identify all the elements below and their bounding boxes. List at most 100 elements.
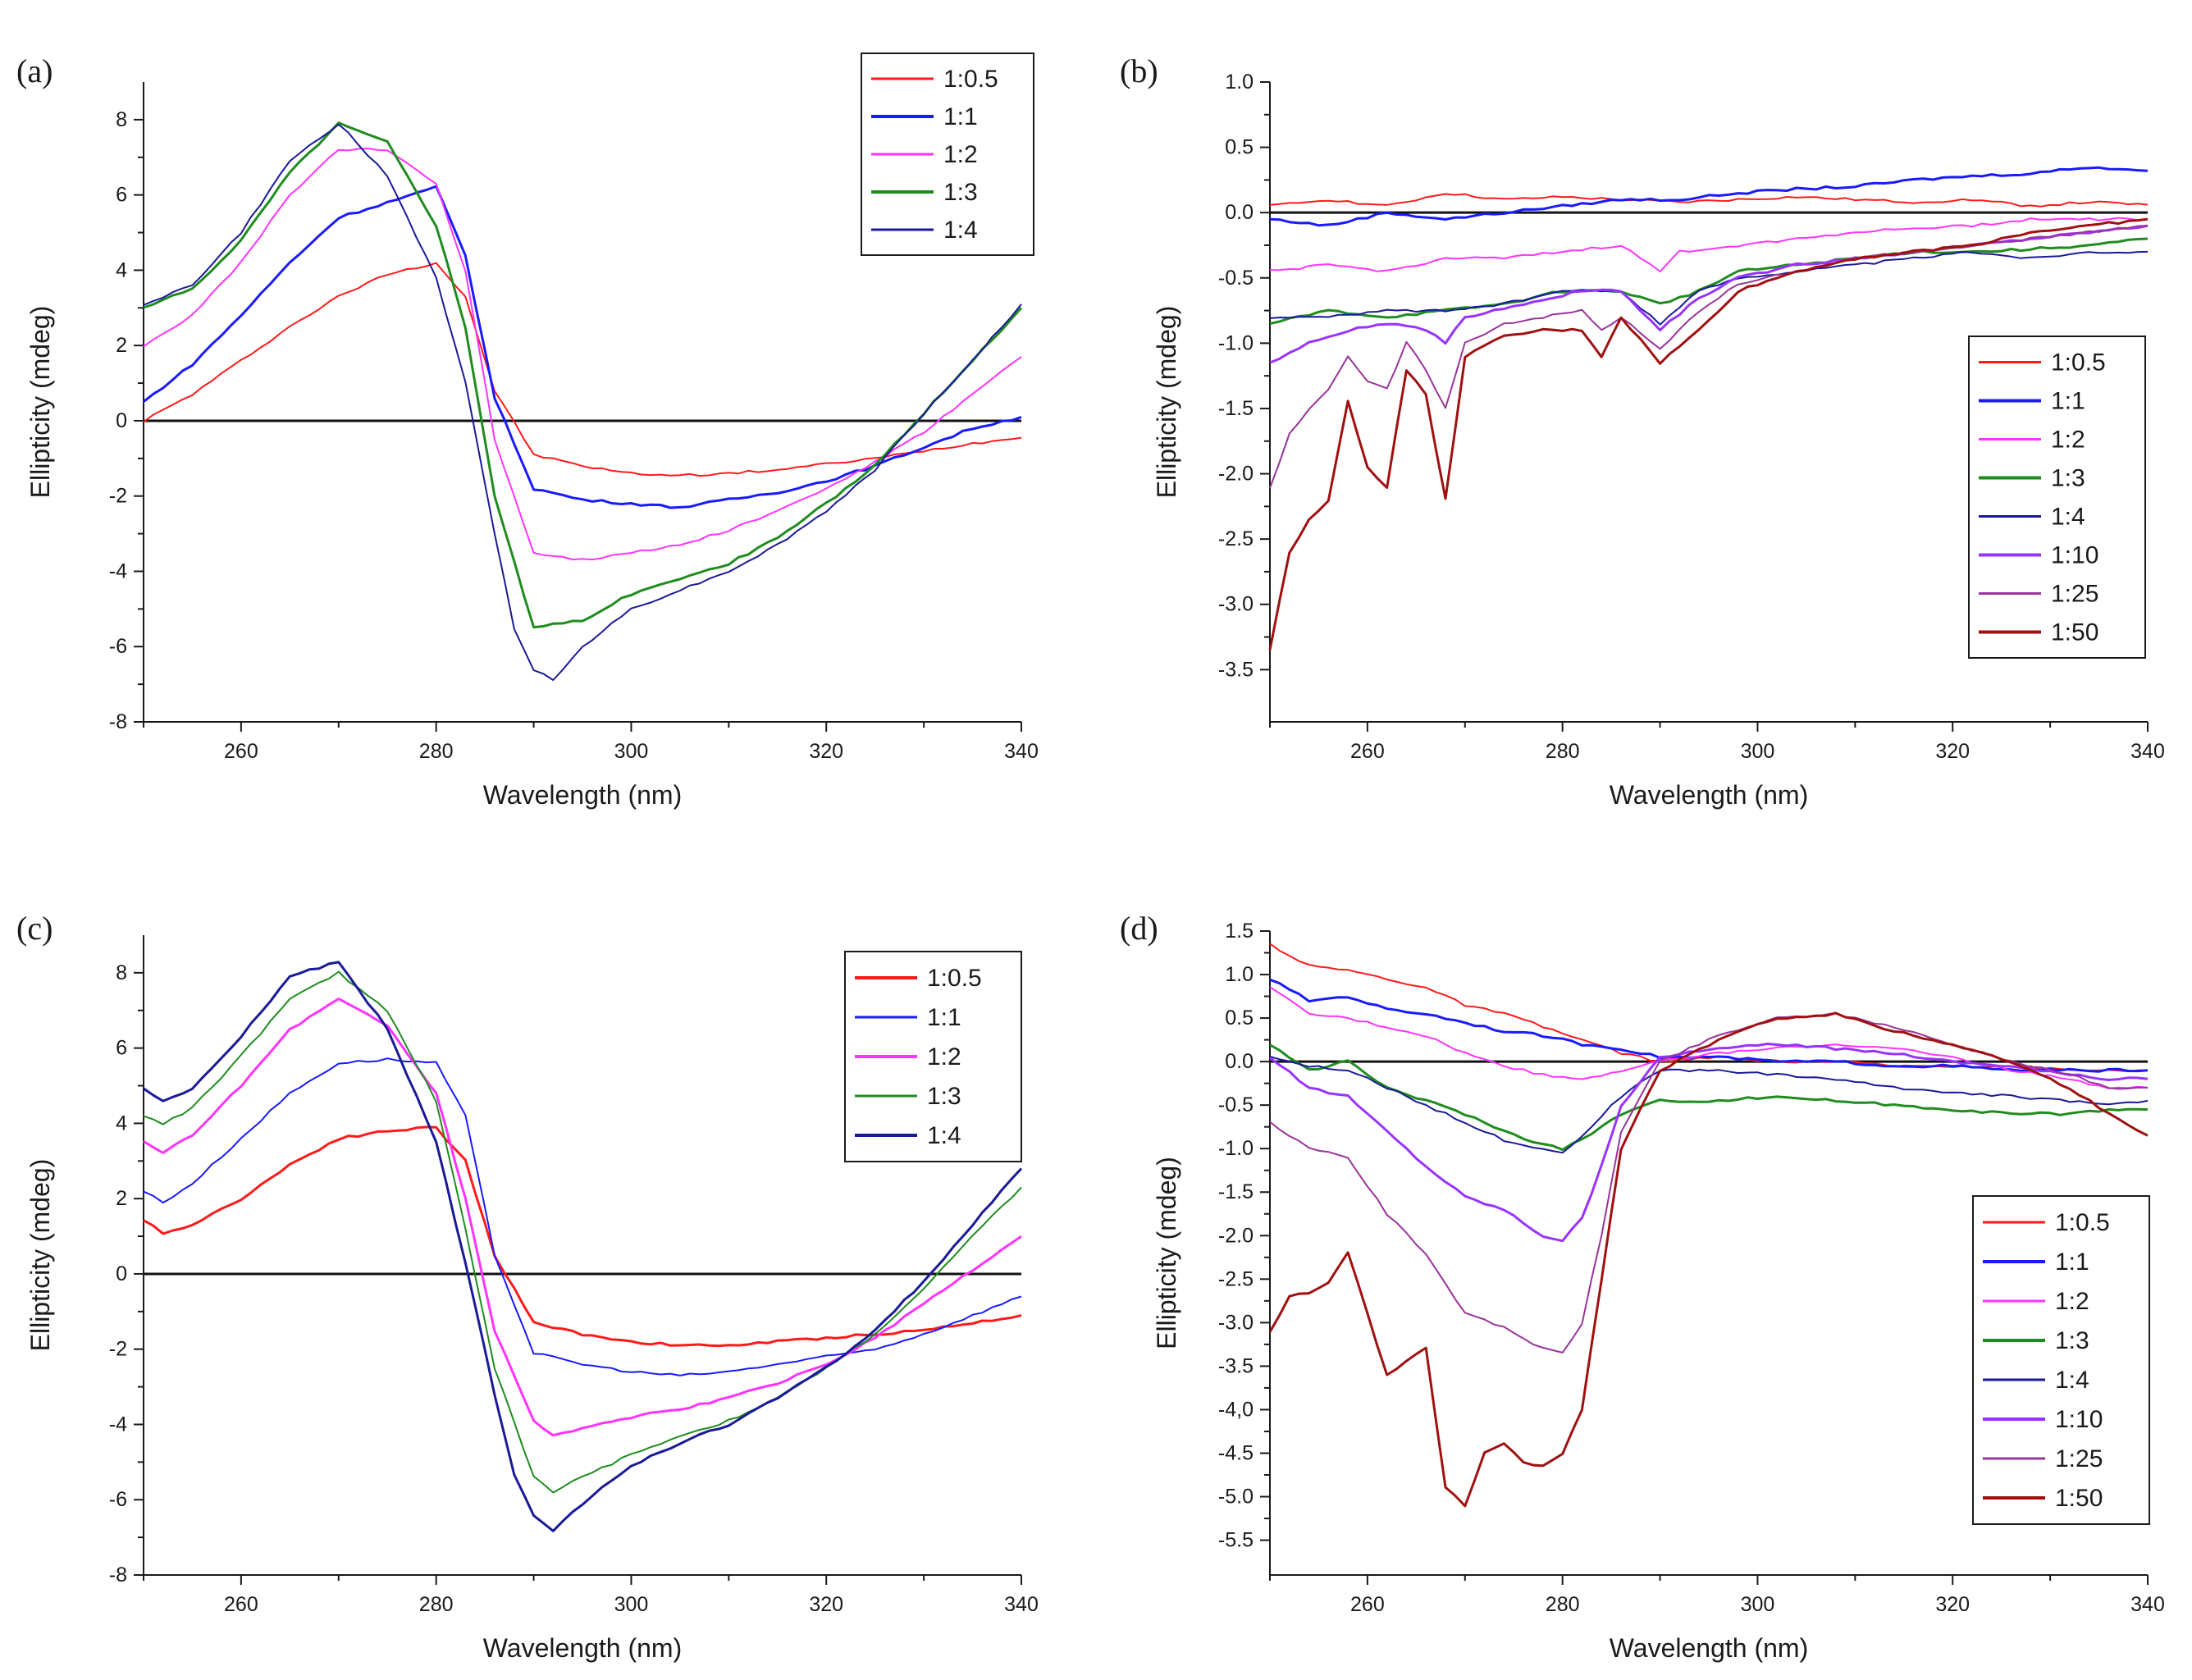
- panel-a-label: (a): [16, 52, 53, 89]
- panel-b-y-tick-label: 0.5: [1225, 136, 1254, 159]
- panel-a-series-line: [143, 123, 1022, 681]
- panel-c-y-tick-label: 6: [116, 1037, 127, 1060]
- panel-a-x-tick-label: 300: [614, 740, 649, 763]
- panel-b-series-line: [1269, 250, 2149, 326]
- panel-b-legend-label: 1:4: [2051, 504, 2085, 531]
- panel-d-series-line: [1269, 978, 2149, 1073]
- panel-b-y-tick-label: -3.5: [1218, 658, 1254, 681]
- panel-a-y-tick-label: 0: [116, 409, 127, 432]
- panel-c-y-tick-label: -8: [109, 1564, 127, 1586]
- panel-a-y-tick-label: -2: [109, 485, 127, 508]
- panel-c-series-line: [143, 1057, 1022, 1376]
- panel-c-x-tick-label: 280: [419, 1593, 454, 1616]
- panel-a: (a) 260 280 300 320 340 -8 -6 -4 -2 0 2 4 6 8 Wavelengt…: [16, 52, 1039, 810]
- panel-b: (b) 260 280 300 320 340 -3.5 -3.0 -2.5 -2.0 -1.5 -1…: [1120, 52, 2165, 810]
- panel-d-x-tick-label: 260: [1350, 1593, 1385, 1616]
- panel-c-y-tick-label: 4: [116, 1112, 127, 1134]
- panel-c-y-tick-label: 8: [116, 961, 127, 984]
- panel-d-x-tick-label: 340: [2130, 1593, 2165, 1616]
- panel-b-y-tick-label: -2.0: [1218, 463, 1254, 486]
- panel-a-x-tick-label: 320: [809, 740, 843, 763]
- panel-c-legend-label: 1:4: [927, 1122, 961, 1149]
- panel-a-y-tick-label: 8: [116, 108, 127, 131]
- panel-a-y-tick-label: 4: [116, 258, 127, 281]
- panel-c-legend-label: 1:2: [927, 1043, 961, 1071]
- panel-d-y-tick-label: -1.0: [1218, 1137, 1254, 1160]
- panel-c-x-tick-label: 300: [614, 1593, 649, 1616]
- panel-c-series-line: [143, 961, 1023, 1532]
- panel-b-legend-label: 1:0.5: [2051, 349, 2106, 377]
- panel-d-x-tick-label: 280: [1546, 1593, 1580, 1616]
- panel-c-y-tick-label: -6: [109, 1488, 127, 1511]
- panel-b-series-line: [1269, 166, 2149, 227]
- panel-d-x-axis-title: Wavelength (nm): [1610, 1633, 1808, 1663]
- panel-d: (d) 260 280 300 320 340 -5.5 -5.0 -4.5 -4,0 -3.5 -3…: [1120, 910, 2165, 1663]
- panel-d-y-tick-label: -5.5: [1218, 1529, 1254, 1552]
- panel-c-legend-label: 1:1: [927, 1004, 961, 1031]
- panel-b-x-tick-label: 300: [1741, 740, 1775, 763]
- panel-d-series-line: [1268, 1011, 2149, 1508]
- panel-d-y-tick-label: 0.5: [1225, 1007, 1254, 1029]
- panel-c-x-axis-title: Wavelength (nm): [483, 1633, 682, 1663]
- panel-b-legend-label: 1:50: [2051, 619, 2098, 646]
- panel-d-y-tick-label: 1.0: [1225, 963, 1254, 986]
- panel-d-y-tick-label: -2.5: [1218, 1267, 1254, 1290]
- panel-b-y-tick-label: -1.0: [1218, 331, 1254, 354]
- panel-c-series-line: [143, 970, 1022, 1494]
- panel-d-legend-label: 1:3: [2055, 1327, 2089, 1354]
- panel-d-legend-label: 1:50: [2055, 1485, 2103, 1512]
- panel-c: (c) 260 280 300 320 340 -8 -6 -4 -2 0 2 4 6 8 Wavelengt…: [16, 910, 1039, 1663]
- panel-c-label: (c): [16, 910, 53, 947]
- panel-d-legend-label: 1:10: [2055, 1406, 2103, 1433]
- panel-d-series-line: [1269, 943, 2149, 1073]
- panel-a-legend-label: 1:4: [943, 217, 978, 244]
- panel-a-x-tick-label: 280: [419, 740, 454, 763]
- panel-a-y-tick-label: 2: [116, 334, 127, 357]
- panel-a-legend-label: 1:1: [943, 103, 978, 130]
- panel-a-series-line: [143, 262, 1022, 477]
- panel-d-legend-label: 1:4: [2055, 1367, 2089, 1394]
- panel-d-label: (d): [1120, 910, 1158, 947]
- panel-a-y-axis-title: Ellipticity (mdeg): [25, 306, 55, 499]
- panel-d-y-axis-title: Ellipticity (mdeg): [1152, 1157, 1181, 1349]
- panel-c-y-axis-title: Ellipticity (mdeg): [25, 1159, 55, 1352]
- panel-d-series-line: [1269, 1043, 2149, 1152]
- panel-b-y-axis-title: Ellipticity (mdeg): [1152, 306, 1181, 499]
- panel-b-y-tick-label: -0.5: [1218, 267, 1254, 290]
- panel-c-y-tick-label: 2: [116, 1187, 127, 1210]
- panel-a-x-tick-label: 340: [1004, 740, 1039, 763]
- panel-a-series-line: [143, 148, 1022, 561]
- panel-d-y-tick-label: -1.5: [1218, 1180, 1254, 1203]
- panel-b-label: (b): [1120, 52, 1158, 89]
- panel-b-y-tick-label: -3.0: [1218, 593, 1254, 616]
- panel-b-legend-label: 1:2: [2051, 427, 2085, 454]
- panel-b-y-tick-label: -2.5: [1218, 527, 1254, 550]
- panel-b-legend-label: 1:1: [2051, 388, 2085, 415]
- panel-c-x-tick-label: 260: [224, 1593, 258, 1616]
- panel-d-x-tick-label: 300: [1741, 1593, 1775, 1616]
- panel-d-x-tick-label: 320: [1935, 1593, 1970, 1616]
- panel-b-x-tick-label: 260: [1350, 740, 1385, 763]
- panel-b-series-line: [1269, 225, 2149, 489]
- panel-d-y-tick-label: -4.5: [1218, 1441, 1254, 1464]
- panel-b-x-tick-label: 280: [1546, 740, 1580, 763]
- panel-b-y-tick-label: 0.0: [1225, 201, 1254, 224]
- panel-a-legend-label: 1:2: [943, 141, 978, 168]
- panel-d-y-tick-label: -4,0: [1218, 1398, 1254, 1421]
- panel-c-y-tick-label: 0: [116, 1262, 127, 1285]
- panel-d-series-line: [1269, 1056, 2149, 1154]
- panel-d-legend-label: 1:1: [2055, 1249, 2089, 1276]
- panel-c-y-tick-label: -2: [109, 1338, 127, 1361]
- panel-a-y-tick-label: -6: [109, 635, 127, 658]
- panel-c-legend-label: 1:0.5: [927, 965, 982, 992]
- panel-b-x-tick-label: 320: [1935, 740, 1970, 763]
- panel-d-series-line: [1269, 1043, 2149, 1243]
- panel-a-y-tick-label: 6: [116, 184, 127, 207]
- panel-b-legend-box: [1968, 336, 2146, 659]
- panel-d-legend-box: [1972, 1195, 2150, 1525]
- panel-a-series-line: [143, 121, 1023, 629]
- panel-d-y-tick-label: -5.0: [1218, 1486, 1254, 1509]
- panel-b-legend-label: 1:3: [2051, 465, 2085, 492]
